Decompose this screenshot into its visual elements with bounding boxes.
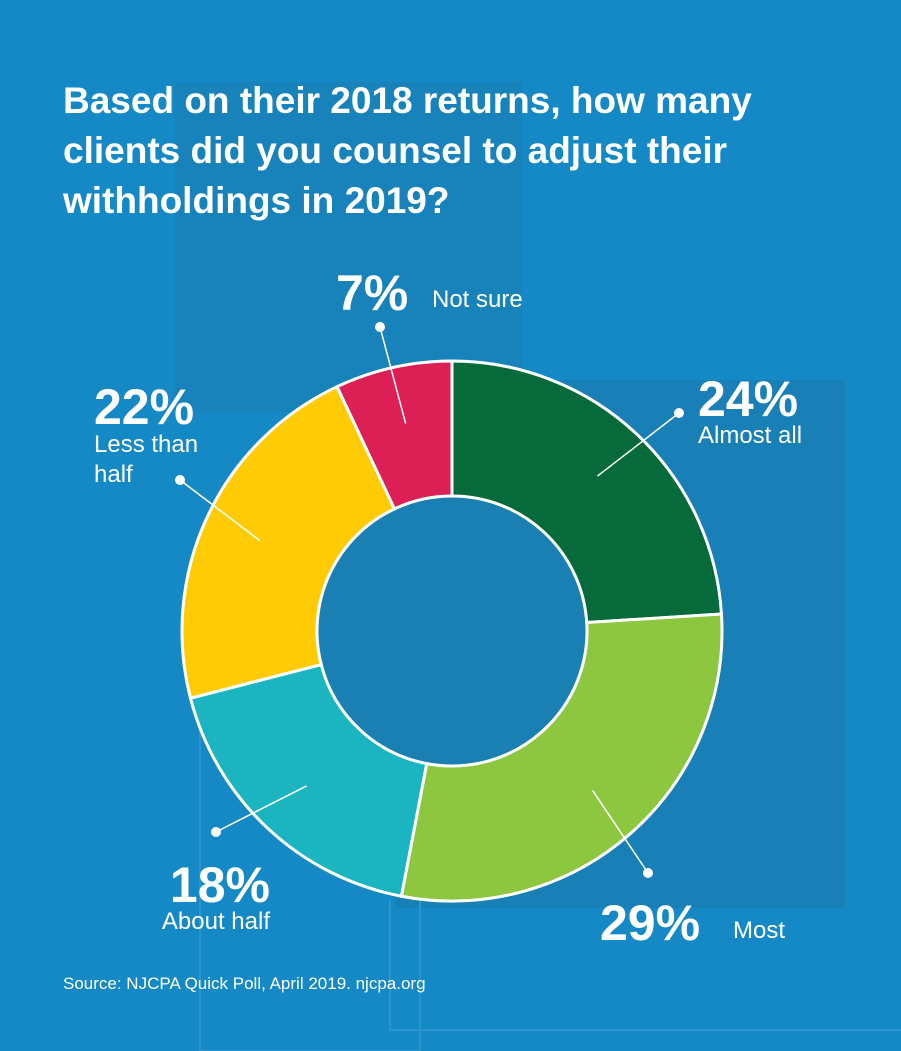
- leader-dot: [643, 868, 653, 878]
- category-label: Not sure: [432, 286, 523, 313]
- value-label: 24%: [698, 371, 799, 427]
- leader-line: [591, 789, 649, 874]
- source-note: Source: NJCPA Quick Poll, April 2019. nj…: [63, 974, 426, 993]
- donut-slice: [188, 662, 429, 898]
- decor-rect: [175, 82, 522, 412]
- decor-outline: [389, 900, 901, 1031]
- category-label: Almost all: [698, 422, 803, 449]
- category-label: Most: [733, 917, 786, 944]
- chart-title: Based on their 2018 returns, how many cl…: [63, 80, 752, 221]
- value-label: 29%: [600, 895, 701, 951]
- value-label: 7%: [336, 265, 409, 321]
- leader-line: [379, 326, 407, 424]
- leader-dot: [375, 322, 385, 332]
- leader-line: [179, 479, 261, 542]
- category-label: About half: [161, 908, 270, 935]
- value-label: 18%: [169, 857, 270, 913]
- leader-dot: [211, 827, 221, 837]
- leader-dot: [175, 475, 185, 485]
- leader-dot: [674, 408, 684, 418]
- value-label: 22%: [94, 379, 195, 435]
- donut-slice: [180, 384, 397, 700]
- category-label: Less than half: [94, 431, 199, 488]
- leader-line: [597, 412, 680, 477]
- donut-hole: [312, 491, 592, 771]
- donut-slice: [450, 359, 724, 625]
- donut-slice: [399, 612, 724, 903]
- donut-slice: [335, 359, 454, 511]
- leader-line: [215, 785, 307, 833]
